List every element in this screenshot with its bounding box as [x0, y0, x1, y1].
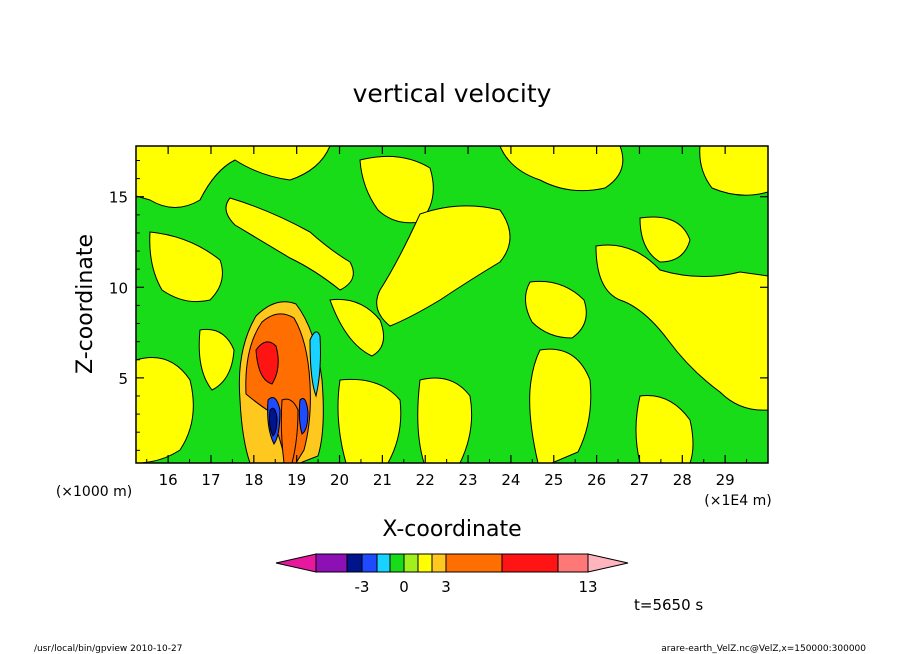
contour-yellow-mid-strip [329, 298, 385, 357]
x-unit-label: (×1E4 m) [704, 493, 771, 509]
colorbar-segment [315, 553, 348, 573]
x-tick-label: 25 [544, 471, 563, 489]
x-tick-label: 20 [330, 471, 349, 489]
x-tick-label: 17 [201, 471, 220, 489]
x-tick-label: 26 [587, 471, 606, 489]
footer-left: /usr/local/bin/gpview 2010-10-27 [34, 644, 182, 654]
colorbar-segment [445, 553, 503, 573]
colorbar-segment [389, 553, 405, 573]
plot-frame [135, 145, 769, 464]
axis-ticks: 16 17 18 19 20 21 22 23 24 25 26 27 28 29 5 10 15 [109, 146, 768, 489]
contour-yellow-diagonal [376, 205, 511, 327]
x-tick-label: 18 [244, 471, 263, 489]
y-tick-label: 15 [109, 189, 128, 207]
colorbar-segment [346, 553, 363, 573]
colorbar-segment [417, 553, 433, 573]
contour-yellow-left-mid [198, 328, 235, 391]
x-tick-label: 29 [716, 471, 735, 489]
contour-yellow-bottom-strip [337, 378, 402, 463]
contour-fill [136, 146, 768, 463]
contour-yellow-center-blob [525, 280, 587, 339]
x-tick-label: 19 [287, 471, 306, 489]
x-tick-label: 23 [459, 471, 478, 489]
x-tick-label: 24 [501, 471, 520, 489]
contour-yellow-right-large [595, 244, 768, 411]
colorbar-segment [587, 553, 629, 573]
contour-yellow-bottom-left [136, 357, 194, 463]
x-tick-label: 27 [630, 471, 649, 489]
x-tick-label: 21 [373, 471, 392, 489]
contour-plot-area: 16 17 18 19 20 21 22 23 24 25 26 27 28 29 5 10 15 [109, 145, 769, 489]
contour-blue-cell-right [298, 398, 309, 435]
x-axis-label: X-coordinate [382, 517, 521, 542]
contour-orange-lower [280, 398, 299, 463]
colorbar: -3 0 3 13 [275, 553, 629, 596]
colorbar-segment [431, 553, 447, 573]
contour-yellow-upper-left [136, 146, 331, 208]
x-tick-label: 28 [673, 471, 692, 489]
footer-right: arare-earth_VelZ.nc@VelZ,x=150000:300000 [661, 644, 866, 654]
contour-yellow-right-top [699, 146, 768, 196]
y-tick-label: 10 [109, 279, 128, 297]
contour-yellow-upper-band [225, 197, 354, 291]
colorbar-tick-label: 13 [578, 578, 597, 596]
contour-yellow-bottom-center [529, 348, 592, 463]
colorbar-segment [557, 553, 589, 573]
contour-yellow-right-mid [639, 216, 691, 263]
x-tick-label: 16 [159, 471, 178, 489]
colorbar-tick-label: 3 [441, 578, 451, 596]
contour-navy-cell [268, 407, 278, 437]
contour-yellow-bottom-right [635, 395, 694, 463]
contour-yellow-mid-left [149, 231, 223, 303]
contour-yellow-upper-right [499, 146, 624, 192]
colorbar-segment [403, 553, 419, 573]
colorbar-segment [376, 553, 391, 573]
y-unit-label: (×1000 m) [56, 484, 132, 500]
y-axis-label: Z-coordinate [73, 234, 98, 374]
x-tick-label: 22 [416, 471, 435, 489]
chart-title: vertical velocity [353, 79, 552, 108]
colorbar-segment [501, 553, 559, 573]
contour-cyan-cell [309, 331, 321, 398]
colorbar-segment [361, 553, 378, 573]
colorbar-tick-label: 0 [399, 578, 409, 596]
colorbar-tick-label: -3 [355, 578, 370, 596]
time-label: t=5650 s [634, 596, 703, 614]
contour-red-cell [255, 341, 279, 385]
contour-yellow-bottom-mid [417, 377, 473, 463]
y-tick-label: 5 [118, 370, 128, 388]
colorbar-segment [275, 553, 317, 573]
